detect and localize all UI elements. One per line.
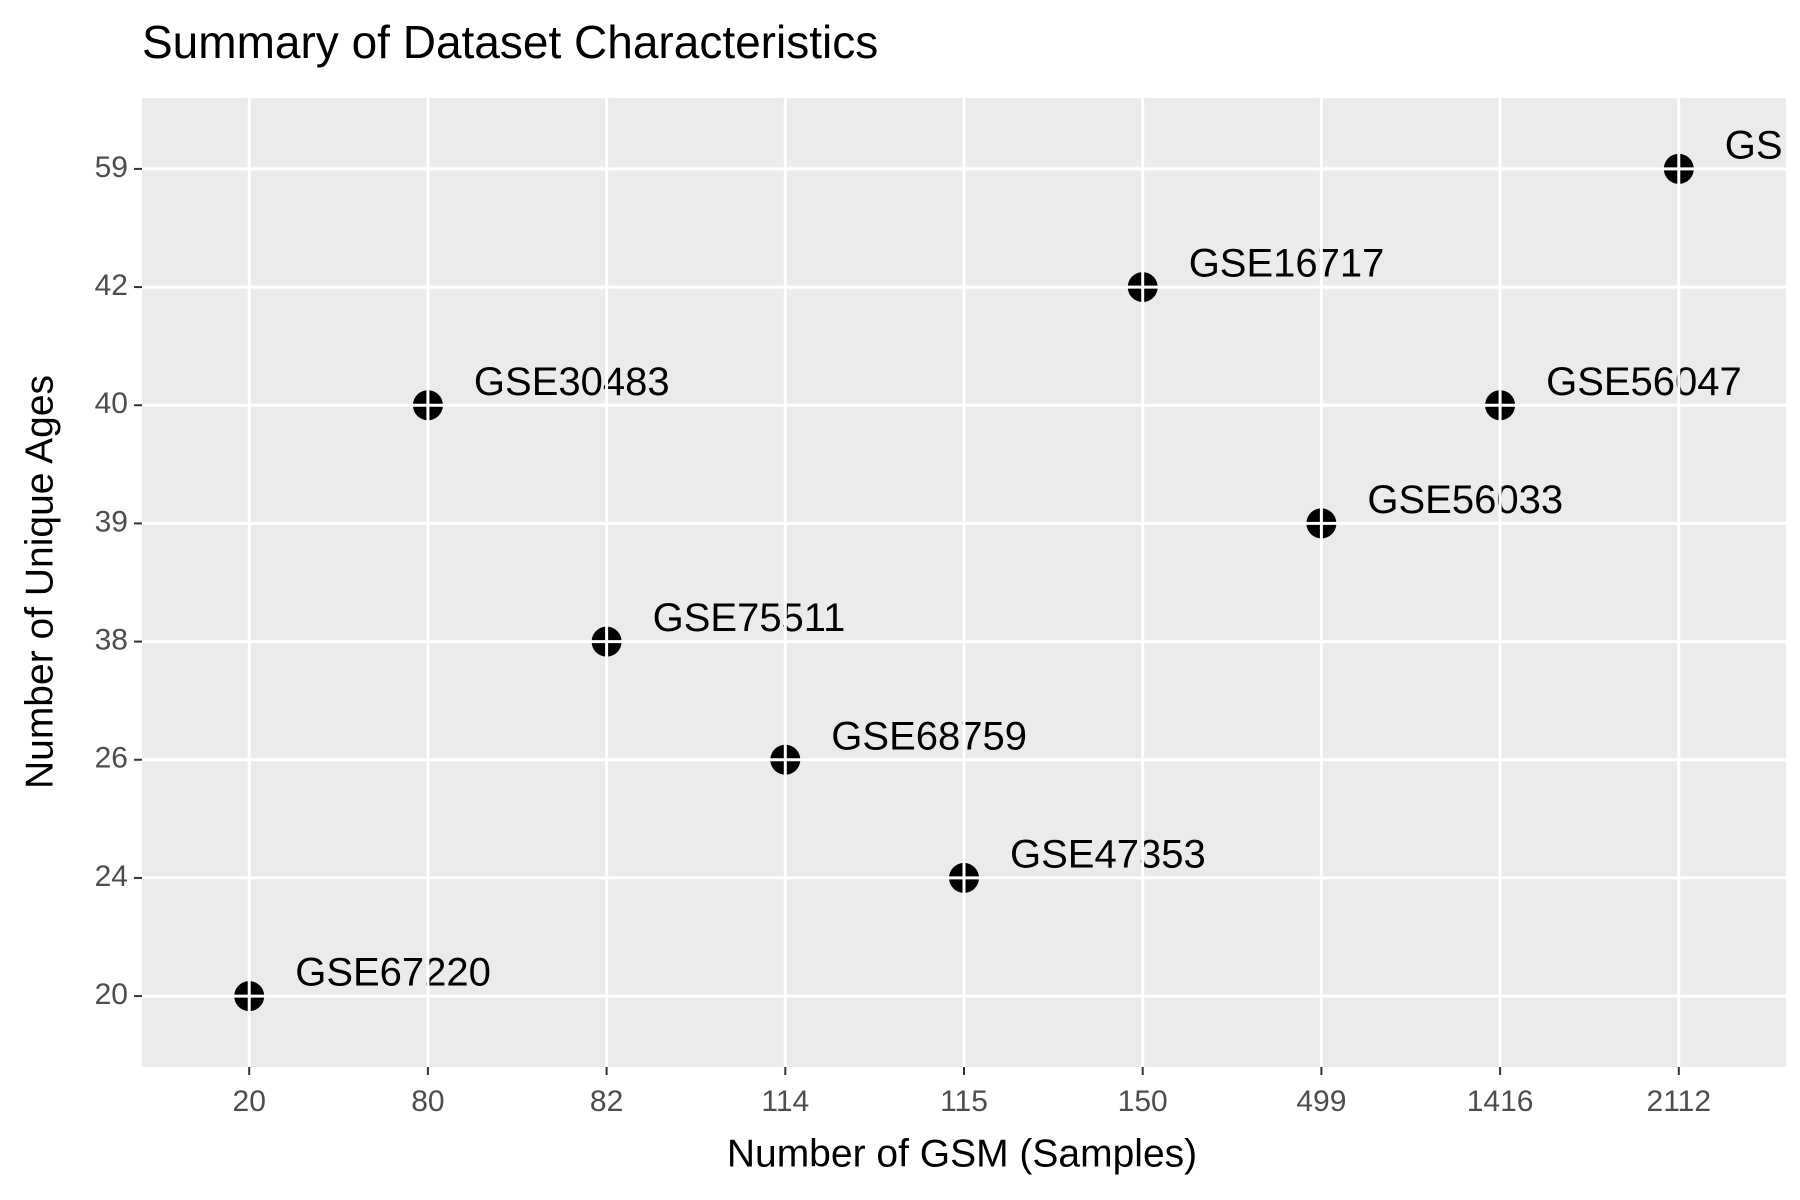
y-tick-label: 20 [95, 978, 128, 1011]
x-tick-label: 2112 [1647, 1085, 1712, 1118]
x-tick-label: 114 [761, 1085, 809, 1118]
point-label: GSE16717 [1189, 242, 1385, 286]
y-tick-label: 39 [95, 505, 128, 538]
point-label: GSE68759 [831, 714, 1027, 758]
y-tick-label: 38 [95, 624, 128, 657]
point-label: GSE75511 [653, 596, 846, 640]
x-tick-label: 115 [940, 1085, 988, 1118]
x-tick-label: 150 [1118, 1085, 1168, 1118]
y-tick-label: 40 [95, 387, 128, 420]
point-label: GS [1725, 123, 1783, 167]
x-tick-label: 1416 [1467, 1085, 1534, 1118]
x-axis-title: Number of GSM (Samples) [727, 1132, 1197, 1175]
y-tick-label: 24 [95, 860, 128, 893]
point-label: GSE30483 [474, 360, 670, 404]
point-label: GSE56047 [1546, 360, 1742, 404]
x-tick-label: 499 [1296, 1085, 1346, 1118]
x-tick-label: 20 [233, 1085, 266, 1118]
point-label: GSE56033 [1367, 478, 1563, 522]
y-tick-label: 42 [95, 269, 128, 302]
chart-title: Summary of Dataset Characteristics [142, 16, 878, 68]
y-tick-label: 26 [95, 742, 128, 775]
x-tick-label: 80 [411, 1085, 444, 1118]
y-tick-label: 59 [95, 151, 128, 184]
y-axis-title: Number of Unique Ages [18, 375, 61, 789]
x-tick-label: 82 [590, 1085, 623, 1118]
point-label: GSE67220 [295, 951, 491, 995]
point-label: GSE47353 [1010, 832, 1206, 876]
